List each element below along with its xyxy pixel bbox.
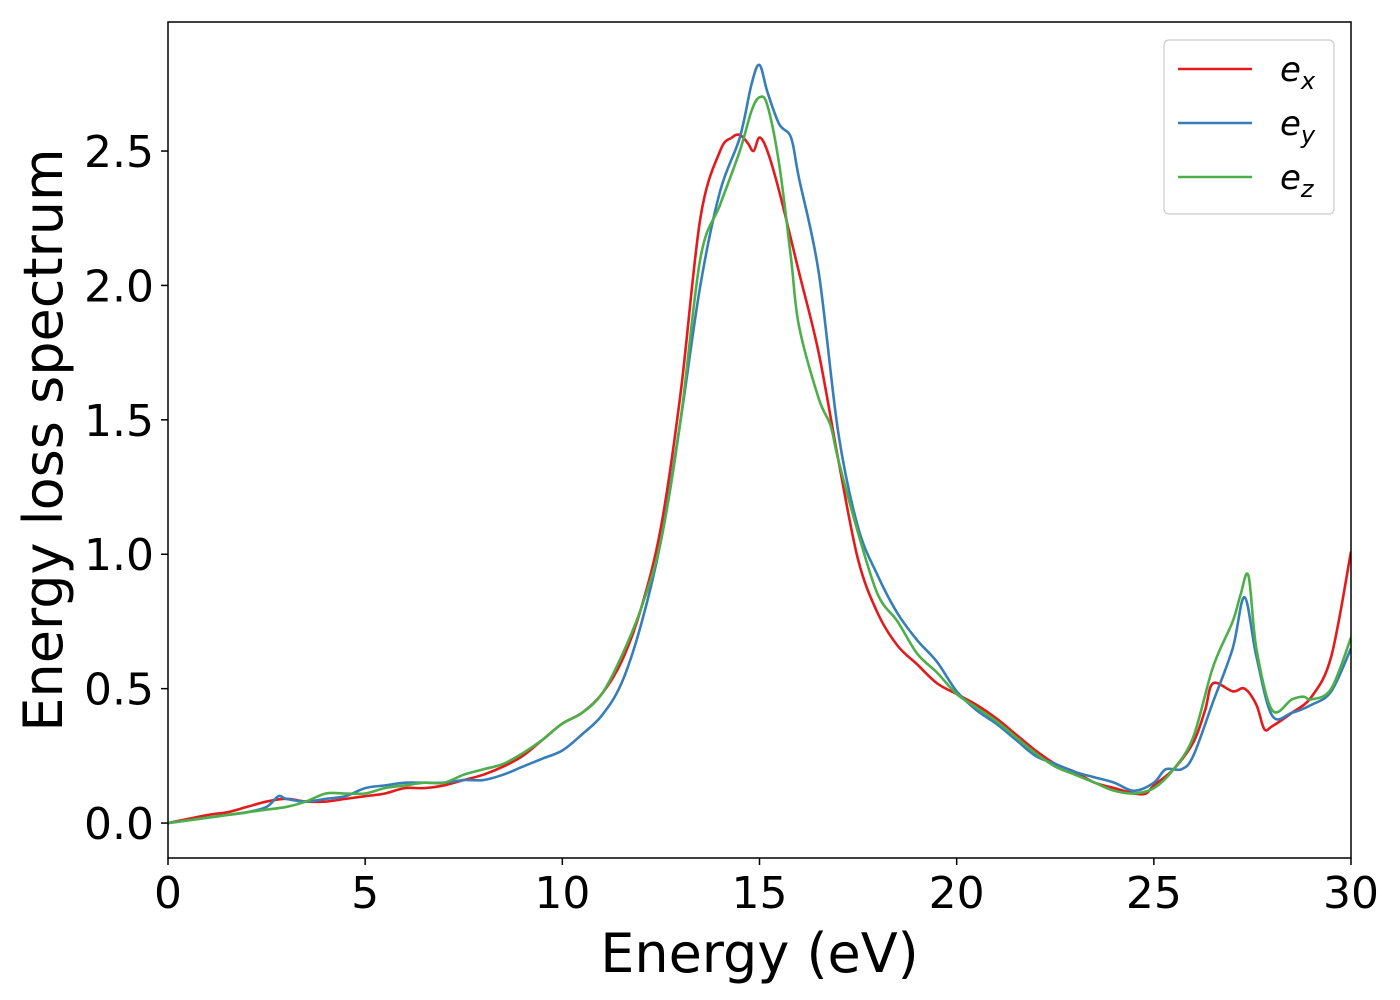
- series-line-z: [168, 95, 1351, 825]
- legend-label-base: e: [1280, 50, 1301, 90]
- x-tick-label: 20: [929, 868, 985, 919]
- legend-label-base: e: [1280, 158, 1301, 198]
- legend-frame: [1163, 39, 1335, 215]
- series-line-y: [168, 63, 1351, 825]
- x-tick-label: 0: [154, 868, 182, 919]
- x-axis-ticks: 0 5 10 15 20 25 30: [154, 858, 1379, 919]
- x-tick-label: 15: [732, 868, 788, 919]
- series-layer: [168, 63, 1351, 825]
- y-tick-label: 2.5: [84, 127, 154, 178]
- legend-label-z: ez: [1280, 158, 1315, 203]
- legend-label-subscript: x: [1300, 67, 1316, 95]
- x-tick-label: 5: [351, 868, 379, 919]
- series-line-x: [168, 133, 1351, 825]
- x-tick-label: 10: [534, 868, 590, 919]
- legend-label-x: ex: [1280, 50, 1316, 95]
- legend-label-subscript: z: [1300, 175, 1315, 203]
- y-tick-label: 1.5: [84, 396, 154, 447]
- legend-label-base: e: [1280, 104, 1301, 144]
- y-tick-label: 1.0: [84, 530, 154, 581]
- y-axis-ticks: 0.0 0.5 1.0 1.5 2.0 2.5: [84, 127, 168, 850]
- x-tick-label: 25: [1126, 868, 1182, 919]
- y-axis-label: Energy loss spectrum: [12, 148, 75, 731]
- y-tick-label: 0.5: [84, 665, 154, 716]
- legend-label-y: ey: [1280, 104, 1316, 149]
- x-tick-label: 30: [1323, 868, 1379, 919]
- legend-label-subscript: y: [1300, 121, 1316, 149]
- y-tick-label: 2.0: [84, 261, 154, 312]
- x-axis-label: Energy (eV): [600, 922, 919, 985]
- y-tick-label: 0.0: [84, 799, 154, 850]
